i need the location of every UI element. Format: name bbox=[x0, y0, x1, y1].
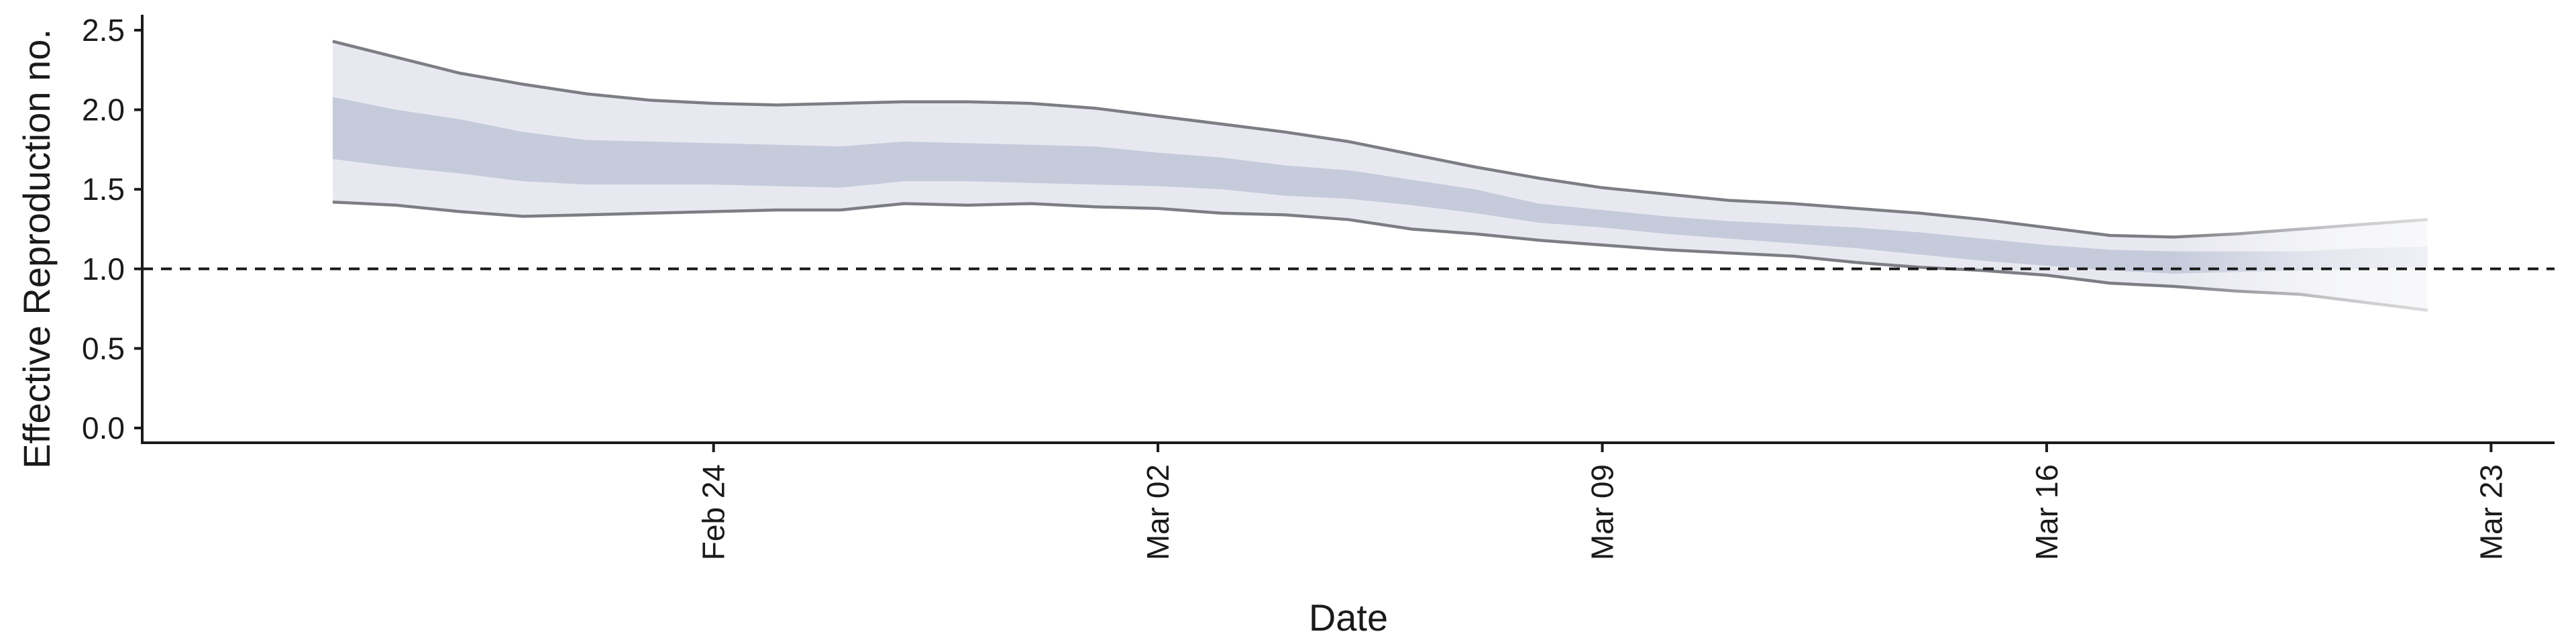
y-tick-label: 0.5 bbox=[82, 331, 125, 366]
axes: 0.0 0.5 1.0 1.5 2.0 2.5 Feb 24 Mar 02 Mar 09 Mar… bbox=[82, 13, 2555, 560]
upper-bound-line bbox=[332, 40, 2428, 239]
y-ticks: 0.0 0.5 1.0 1.5 2.0 2.5 bbox=[82, 13, 142, 445]
x-tick-label: Mar 02 bbox=[1140, 464, 1175, 560]
plot-area bbox=[142, 40, 2555, 312]
lower-bound-line bbox=[332, 200, 2428, 312]
x-tick-label: Mar 23 bbox=[2473, 464, 2508, 560]
series-group bbox=[332, 40, 2428, 312]
x-tick-label: Feb 24 bbox=[696, 464, 731, 560]
y-tick-label: 0.0 bbox=[82, 411, 125, 445]
interval-50-band bbox=[332, 97, 2428, 274]
x-axis-title: Date bbox=[1309, 596, 1388, 639]
x-tick-label: Mar 09 bbox=[1585, 464, 1620, 560]
y-tick-label: 2.5 bbox=[82, 13, 125, 48]
y-axis-title: Effective Reproduction no. bbox=[15, 29, 58, 469]
x-ticks: Feb 24 Mar 02 Mar 09 Mar 16 Mar 23 bbox=[696, 443, 2508, 560]
y-tick-label: 1.0 bbox=[82, 252, 125, 286]
x-tick-label: Mar 16 bbox=[2029, 464, 2064, 560]
y-tick-label: 2.0 bbox=[82, 93, 125, 127]
y-tick-label: 1.5 bbox=[82, 172, 125, 207]
